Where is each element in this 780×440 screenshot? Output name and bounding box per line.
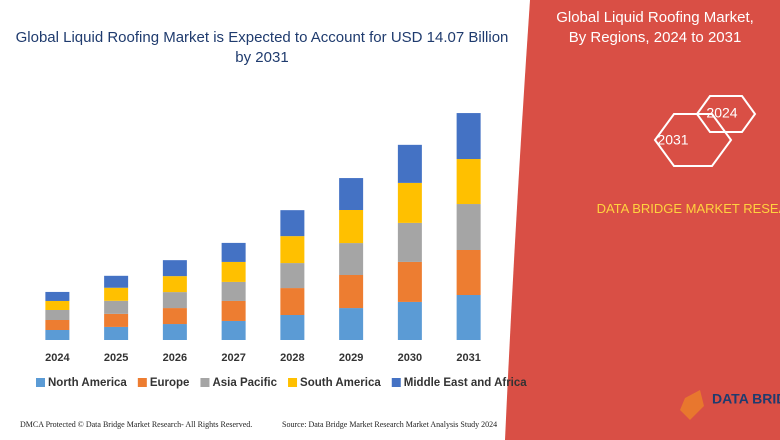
bar-segment <box>162 260 187 277</box>
bar-segment <box>280 236 305 264</box>
bar-segment <box>397 222 422 262</box>
bar-segment <box>339 275 364 309</box>
legend-label: Asia Pacific <box>212 377 277 389</box>
legend-label: North America <box>48 377 127 389</box>
x-tick-label: 2025 <box>104 352 128 364</box>
bar-segment <box>162 324 187 340</box>
bar-segment <box>45 300 70 310</box>
panel-title: Global Liquid Roofing Market, By Regions,… <box>556 9 754 46</box>
legend-swatch <box>137 378 147 387</box>
bar-segment <box>280 315 305 340</box>
bar-segment <box>339 308 364 340</box>
bar-segment <box>397 182 422 223</box>
bar-segment <box>339 178 364 210</box>
legend-label: Europe <box>150 377 190 389</box>
bar-segment <box>456 295 481 340</box>
x-tick-label: 2024 <box>45 352 70 364</box>
hex-label: 2024 <box>706 105 737 121</box>
brand: DATA BRIDGE MARKET RESEARCH <box>597 201 780 216</box>
logo-text: DATA BRIDGE <box>712 391 780 407</box>
bar-segment <box>456 204 481 250</box>
bar-segment <box>162 292 187 309</box>
bar-segment <box>397 261 422 302</box>
bar-segment <box>45 310 70 320</box>
logo-icon <box>680 390 704 420</box>
bar-segment <box>221 320 246 340</box>
bar-segment <box>397 301 422 340</box>
hexagon <box>695 95 757 133</box>
bar-segment <box>339 210 364 244</box>
bar-segment <box>104 287 129 301</box>
bar-segment <box>45 330 70 340</box>
bar-segment <box>162 276 187 293</box>
hexagon <box>653 113 733 167</box>
bar-segment <box>104 300 129 314</box>
chart-title: Global Liquid Roofing Market is Expected… <box>16 29 509 66</box>
legend-swatch <box>391 378 401 387</box>
bar-segment <box>162 308 187 325</box>
bar-segment <box>456 250 481 295</box>
bar-segment <box>339 243 364 275</box>
legend-swatch <box>36 378 45 387</box>
bar-segment <box>45 291 70 301</box>
side-panel <box>505 0 780 440</box>
bar-segment <box>45 320 70 330</box>
x-tick-label: 2028 <box>280 352 304 364</box>
bar-segment <box>280 288 305 315</box>
bar-segment <box>221 281 246 301</box>
x-tick-label: 2029 <box>339 352 363 364</box>
x-tick-label: 2027 <box>221 352 245 364</box>
bar-segment <box>104 275 129 288</box>
footer-right: Source: Data Bridge Market Research Mark… <box>282 420 497 429</box>
bar-segment <box>221 300 246 321</box>
bar-segment <box>221 242 246 262</box>
bar-segment <box>456 113 481 160</box>
x-tick-label: 2030 <box>398 352 422 364</box>
legend-swatch <box>200 378 210 387</box>
bar-segment <box>280 210 305 237</box>
bar-segment <box>397 144 422 183</box>
legend-label: Middle East and Africa <box>404 377 528 389</box>
legend-swatch <box>288 378 298 387</box>
bar-segment <box>221 261 246 282</box>
bar-segment <box>280 263 305 289</box>
x-tick-label: 2031 <box>456 352 480 364</box>
bar-segment <box>104 326 129 340</box>
footer-left: DMCA Protected © Data Bridge Market Rese… <box>20 420 252 429</box>
bar-segment <box>104 313 129 327</box>
legend-label: South America <box>300 377 381 389</box>
bar-segment <box>456 159 481 205</box>
hex-label: 2031 <box>657 132 688 148</box>
x-tick-label: 2026 <box>163 352 187 364</box>
